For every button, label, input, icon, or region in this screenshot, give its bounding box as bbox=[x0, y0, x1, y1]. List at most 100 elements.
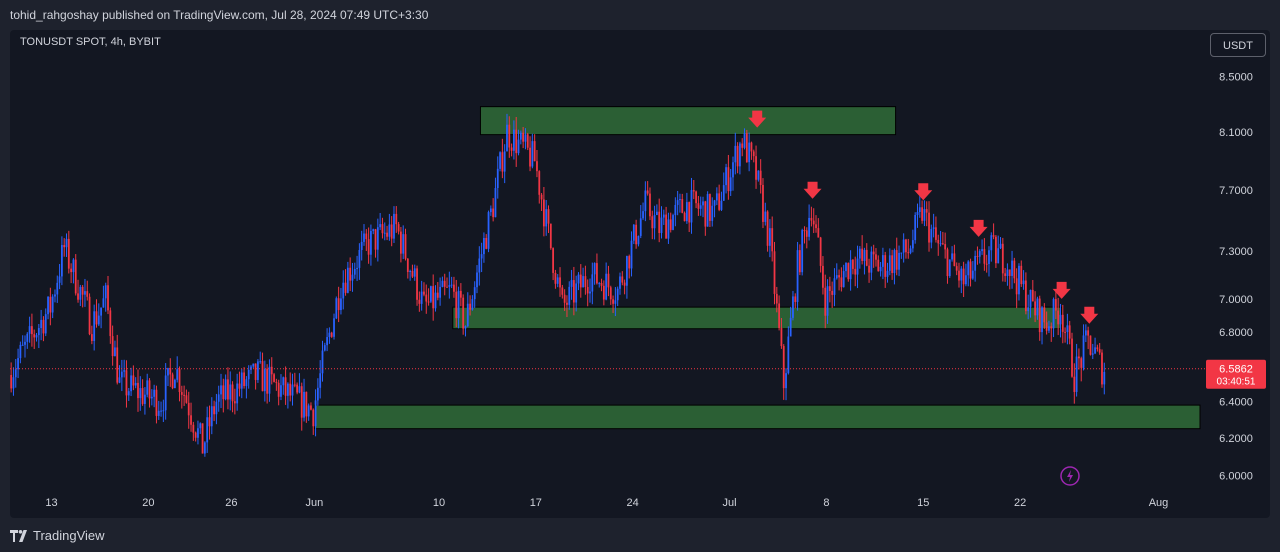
candle-body bbox=[1029, 289, 1032, 308]
candle-body bbox=[1101, 352, 1103, 385]
candle-body bbox=[612, 299, 614, 304]
candle-body bbox=[1080, 358, 1083, 368]
candle-body bbox=[441, 280, 444, 287]
candle-body bbox=[127, 391, 130, 396]
candle-body bbox=[478, 258, 481, 273]
candle-body bbox=[400, 231, 402, 254]
candle-body bbox=[519, 132, 522, 140]
support-resistance-zone[interactable] bbox=[479, 106, 897, 136]
candle-body bbox=[462, 297, 465, 329]
candle-body bbox=[404, 234, 407, 259]
candle-body bbox=[65, 238, 68, 248]
chart-panel[interactable]: 8.5000 8.1000 7.7000 7.3000 7.0000 6.8000 6.40… bbox=[10, 30, 1270, 518]
candle-body bbox=[358, 250, 361, 268]
candle-body bbox=[310, 405, 312, 410]
down-arrow-marker[interactable] bbox=[969, 219, 988, 237]
candle-body bbox=[323, 345, 326, 351]
candle-body bbox=[1057, 310, 1060, 325]
candle-body bbox=[164, 375, 167, 411]
candle-body bbox=[367, 239, 370, 255]
candle-body bbox=[183, 394, 186, 396]
down-arrow-marker[interactable] bbox=[914, 183, 933, 201]
candle-body bbox=[273, 374, 275, 382]
tradingview-brand[interactable]: TradingView bbox=[10, 528, 105, 543]
candle-body bbox=[905, 239, 907, 253]
candle-body bbox=[162, 410, 165, 412]
candle-body bbox=[561, 287, 564, 295]
candle-body bbox=[1022, 280, 1025, 285]
candle-body bbox=[125, 370, 128, 396]
lightning-icon[interactable] bbox=[1060, 466, 1080, 486]
candle-body bbox=[510, 147, 513, 151]
candle-body bbox=[1024, 280, 1027, 312]
candle-body bbox=[100, 307, 102, 316]
support-resistance-zone[interactable] bbox=[452, 306, 1063, 330]
candle-body bbox=[381, 224, 384, 234]
candle-body bbox=[681, 199, 684, 213]
candle-body bbox=[602, 285, 605, 300]
candle-body bbox=[688, 202, 691, 223]
candle-body bbox=[930, 228, 933, 243]
candle-body bbox=[446, 286, 448, 288]
candle-body bbox=[259, 361, 262, 363]
candle-body bbox=[197, 428, 199, 438]
candle-body bbox=[538, 171, 541, 195]
candle-body bbox=[856, 258, 859, 275]
candle-body bbox=[1036, 298, 1039, 316]
candle-body bbox=[865, 249, 868, 266]
candle-body bbox=[95, 311, 98, 325]
x-tick-label: 24 bbox=[627, 497, 639, 509]
candle-body bbox=[921, 207, 924, 221]
candle-body bbox=[1103, 371, 1106, 385]
candle-body bbox=[621, 276, 624, 283]
candle-body bbox=[220, 385, 222, 395]
candle-body bbox=[706, 194, 709, 227]
candle-body bbox=[969, 261, 972, 279]
candle-body bbox=[1098, 349, 1101, 353]
candle-body bbox=[771, 228, 774, 252]
support-resistance-zone[interactable] bbox=[313, 404, 1201, 430]
candle-body bbox=[794, 296, 797, 302]
candle-body bbox=[93, 311, 96, 341]
candle-body bbox=[997, 248, 1000, 264]
candle-body bbox=[277, 382, 280, 397]
down-arrow-marker[interactable] bbox=[1080, 306, 1099, 324]
candle-body bbox=[300, 386, 303, 418]
candle-body bbox=[245, 379, 248, 387]
candle-body bbox=[1071, 338, 1073, 377]
down-arrow-marker[interactable] bbox=[1052, 281, 1071, 299]
candle-body bbox=[983, 249, 986, 264]
candle-body bbox=[522, 132, 525, 142]
candlestick-chart[interactable]: 8.5000 8.1000 7.7000 7.3000 7.0000 6.8000 6.40… bbox=[10, 30, 1270, 518]
candle-body bbox=[406, 258, 409, 272]
candle-body bbox=[891, 255, 894, 274]
candle-body bbox=[81, 286, 84, 295]
candle-body bbox=[976, 255, 979, 257]
candle-body bbox=[739, 143, 741, 167]
candle-body bbox=[150, 396, 153, 399]
candle-body bbox=[353, 268, 356, 275]
candle-body bbox=[840, 277, 843, 288]
candle-body bbox=[928, 212, 930, 243]
candle-body bbox=[506, 124, 508, 152]
publish-info: tohid_rahgoshay published on TradingView… bbox=[10, 8, 429, 22]
candle-body bbox=[374, 229, 377, 250]
candle-body bbox=[810, 217, 813, 221]
candle-body bbox=[524, 134, 527, 142]
y-tick-label: 6.0000 bbox=[1219, 470, 1253, 482]
candle-body bbox=[589, 291, 591, 294]
candle-body bbox=[632, 224, 635, 241]
tradingview-label: TradingView bbox=[33, 528, 105, 543]
candle-body bbox=[702, 201, 704, 206]
currency-button[interactable]: USDT bbox=[1210, 33, 1266, 57]
candle-body bbox=[529, 147, 531, 167]
candle-body bbox=[425, 294, 428, 302]
publish-header: tohid_rahgoshay published on TradingView… bbox=[0, 0, 1280, 30]
candle-body bbox=[750, 142, 753, 152]
candle-body bbox=[17, 358, 19, 370]
down-arrow-marker[interactable] bbox=[748, 110, 767, 128]
candle-body bbox=[660, 217, 663, 233]
x-tick-label: Jun bbox=[306, 497, 324, 509]
down-arrow-marker[interactable] bbox=[803, 181, 822, 199]
candle-body bbox=[653, 215, 656, 229]
